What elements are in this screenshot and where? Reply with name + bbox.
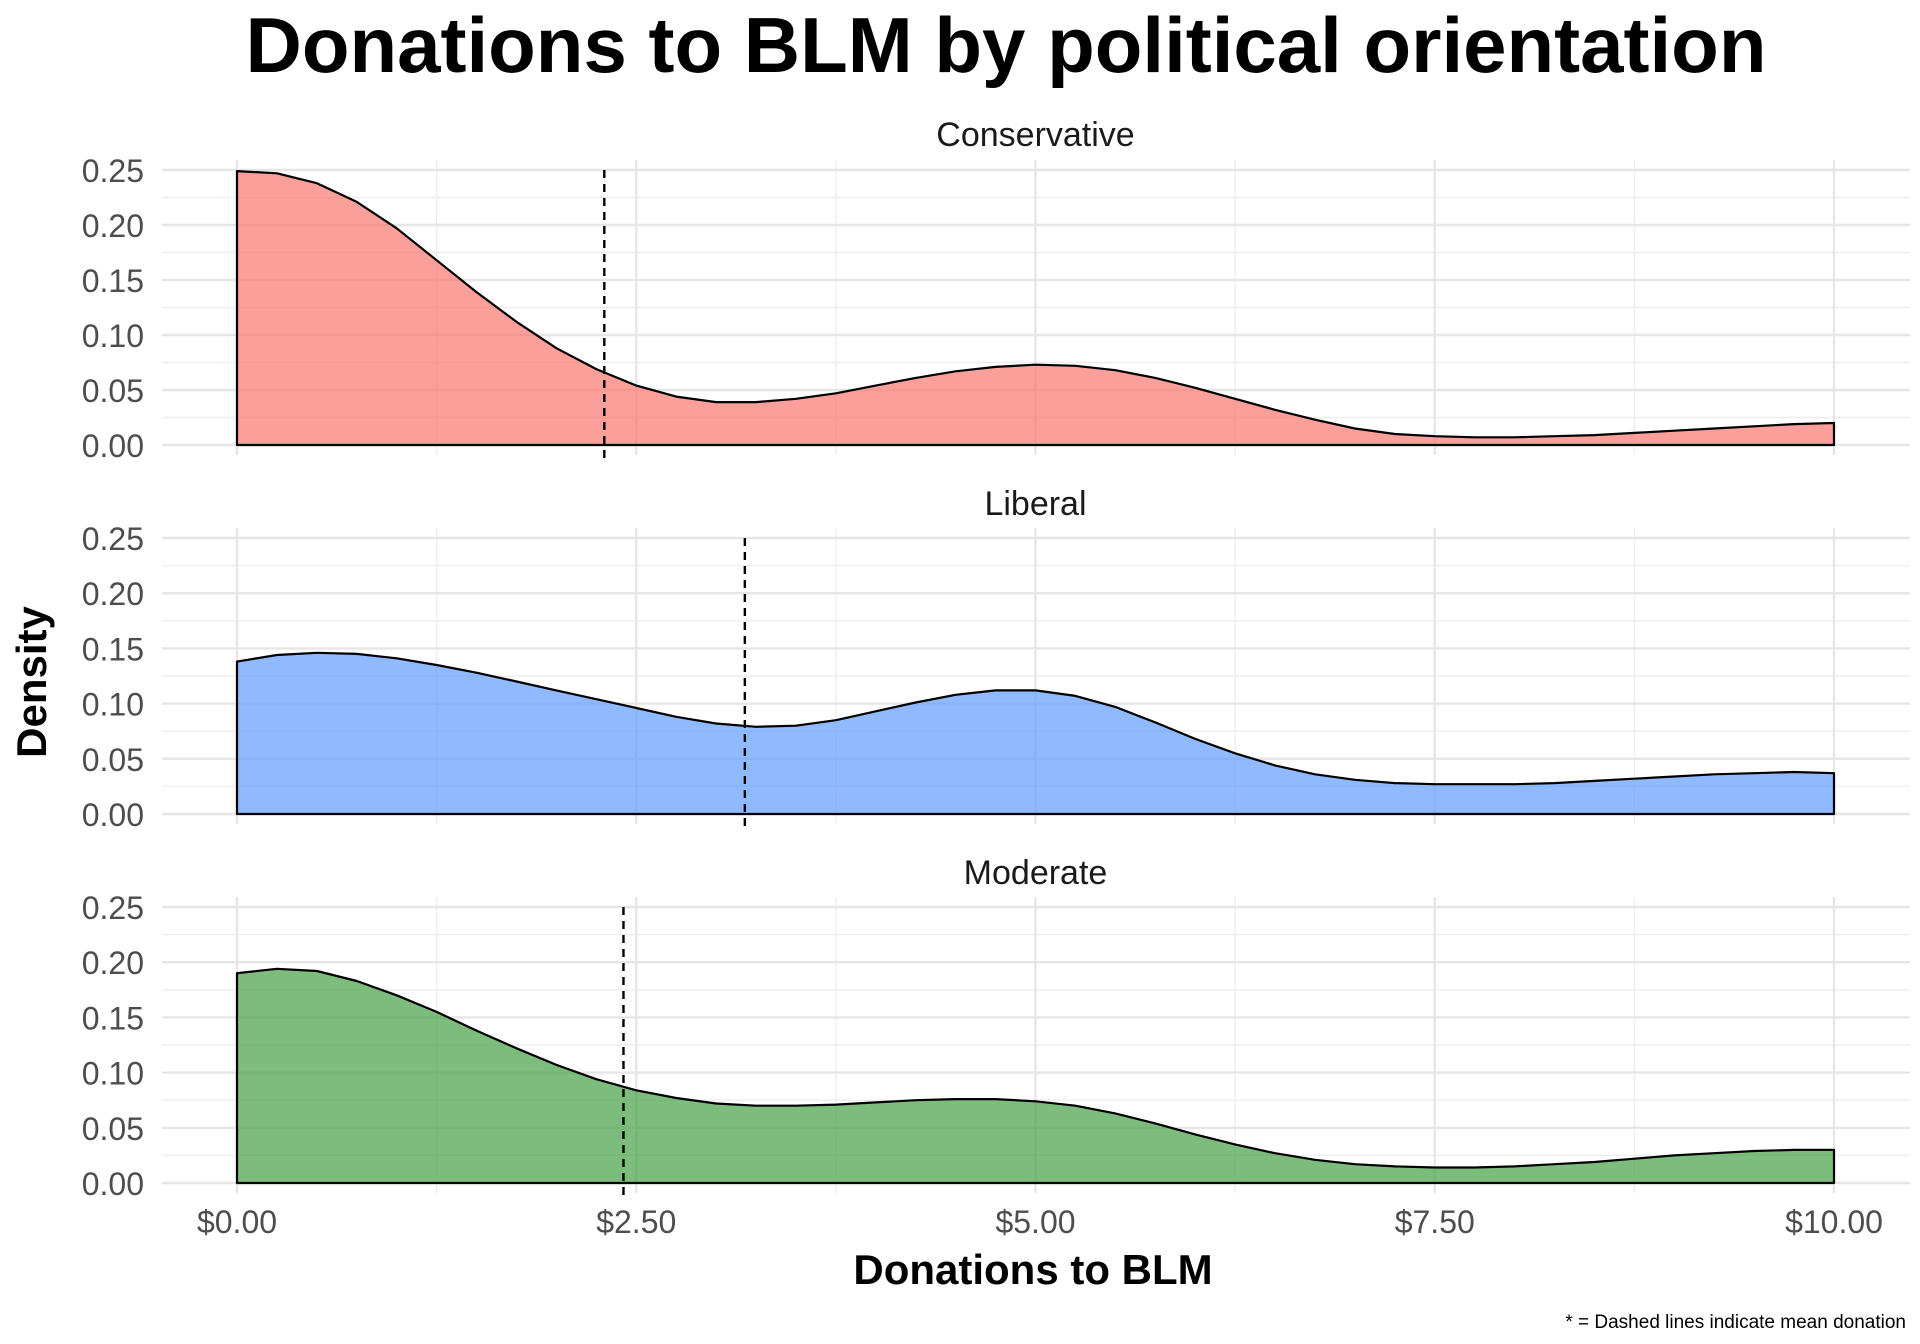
y-tick-label: 0.25 — [82, 153, 144, 189]
facet-panel-conservative: Conservative 0.00 0.05 0.10 0.15 0.20 0.25 — [82, 116, 1910, 464]
y-tick-label: 0.20 — [82, 208, 144, 244]
y-tick-label: 0.20 — [82, 576, 144, 612]
y-tick-label: 0.15 — [82, 263, 144, 299]
x-tick-label: $10.00 — [1785, 1204, 1883, 1240]
x-tick-label: $7.50 — [1395, 1204, 1475, 1240]
y-tick-label: 0.05 — [82, 1111, 144, 1147]
x-tick-label: $2.50 — [596, 1204, 676, 1240]
y-tick-label: 0.10 — [82, 1056, 144, 1092]
y-tick-label: 0.15 — [82, 631, 144, 667]
y-tick-label: 0.00 — [82, 797, 144, 833]
density-area — [235, 651, 1836, 816]
y-tick-label: 0.15 — [82, 1000, 144, 1036]
y-tick-label: 0.20 — [82, 945, 144, 981]
facet-strip-label: Liberal — [984, 485, 1086, 523]
y-tick-label: 0.00 — [82, 428, 144, 464]
facet-panel-moderate: Moderate 0.00 0.05 0.10 0.15 0.20 0.25 — [82, 854, 1910, 1202]
facet-panel-liberal: Liberal 0.00 0.05 0.10 0.15 0.20 0.25 — [82, 485, 1910, 833]
x-axis-label: Donations to BLM — [853, 1246, 1212, 1293]
x-tick-label: $5.00 — [995, 1204, 1075, 1240]
facet-strip-label: Conservative — [936, 116, 1134, 154]
y-tick-label: 0.25 — [82, 890, 144, 926]
facet-strip-label: Moderate — [964, 854, 1108, 892]
x-tick-label: $0.00 — [197, 1204, 277, 1240]
density-area — [235, 170, 1836, 447]
y-tick-label: 0.10 — [82, 318, 144, 354]
chart-caption: * = Dashed lines indicate mean donation — [1565, 1312, 1906, 1333]
y-tick-label: 0.25 — [82, 521, 144, 557]
y-tick-label: 0.05 — [82, 742, 144, 778]
y-tick-label: 0.10 — [82, 687, 144, 723]
chart-title: Donations to BLM by political orientatio… — [246, 1, 1767, 89]
y-tick-label: 0.05 — [82, 373, 144, 409]
y-axis-label: Density — [8, 606, 55, 758]
facet-panels: Conservative0.000.050.100.150.200.25Libe… — [82, 116, 1910, 1240]
density-area — [235, 967, 1836, 1185]
y-tick-label: 0.00 — [82, 1166, 144, 1202]
